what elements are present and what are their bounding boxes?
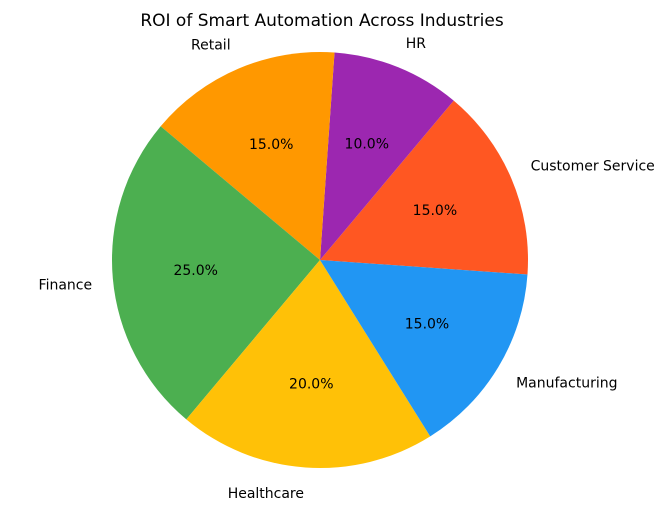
category-label-customer-service: Customer Service [531,159,655,175]
pct-label-customer-service: 15.0% [413,203,457,219]
pct-label-healthcare: 20.0% [289,377,333,393]
pct-label-finance: 25.0% [173,263,217,279]
pct-label-hr: 10.0% [345,136,389,152]
pct-label-retail: 15.0% [249,137,293,153]
category-label-hr: HR [406,36,427,52]
category-label-finance: Finance [39,277,93,293]
chart-title: ROI of Smart Automation Across Industrie… [140,11,504,31]
pie-wedges-group [111,52,528,468]
pie-slice-healthcare [186,260,431,468]
pie-slice-customer-service [320,100,528,275]
pie-slice-hr [320,52,454,261]
pie-labels-group: 15.0% Customer Service 10.0% HR 15.0% Retail 2… [39,36,655,502]
pct-label-manufacturing: 15.0% [405,316,449,332]
pie-slice-finance [111,126,320,420]
pie-slice-manufacturing [320,260,528,437]
pie-slice-retail [160,52,335,260]
category-label-retail: Retail [191,37,231,53]
category-label-healthcare: Healthcare [228,486,304,502]
category-label-manufacturing: Manufacturing [516,375,617,391]
